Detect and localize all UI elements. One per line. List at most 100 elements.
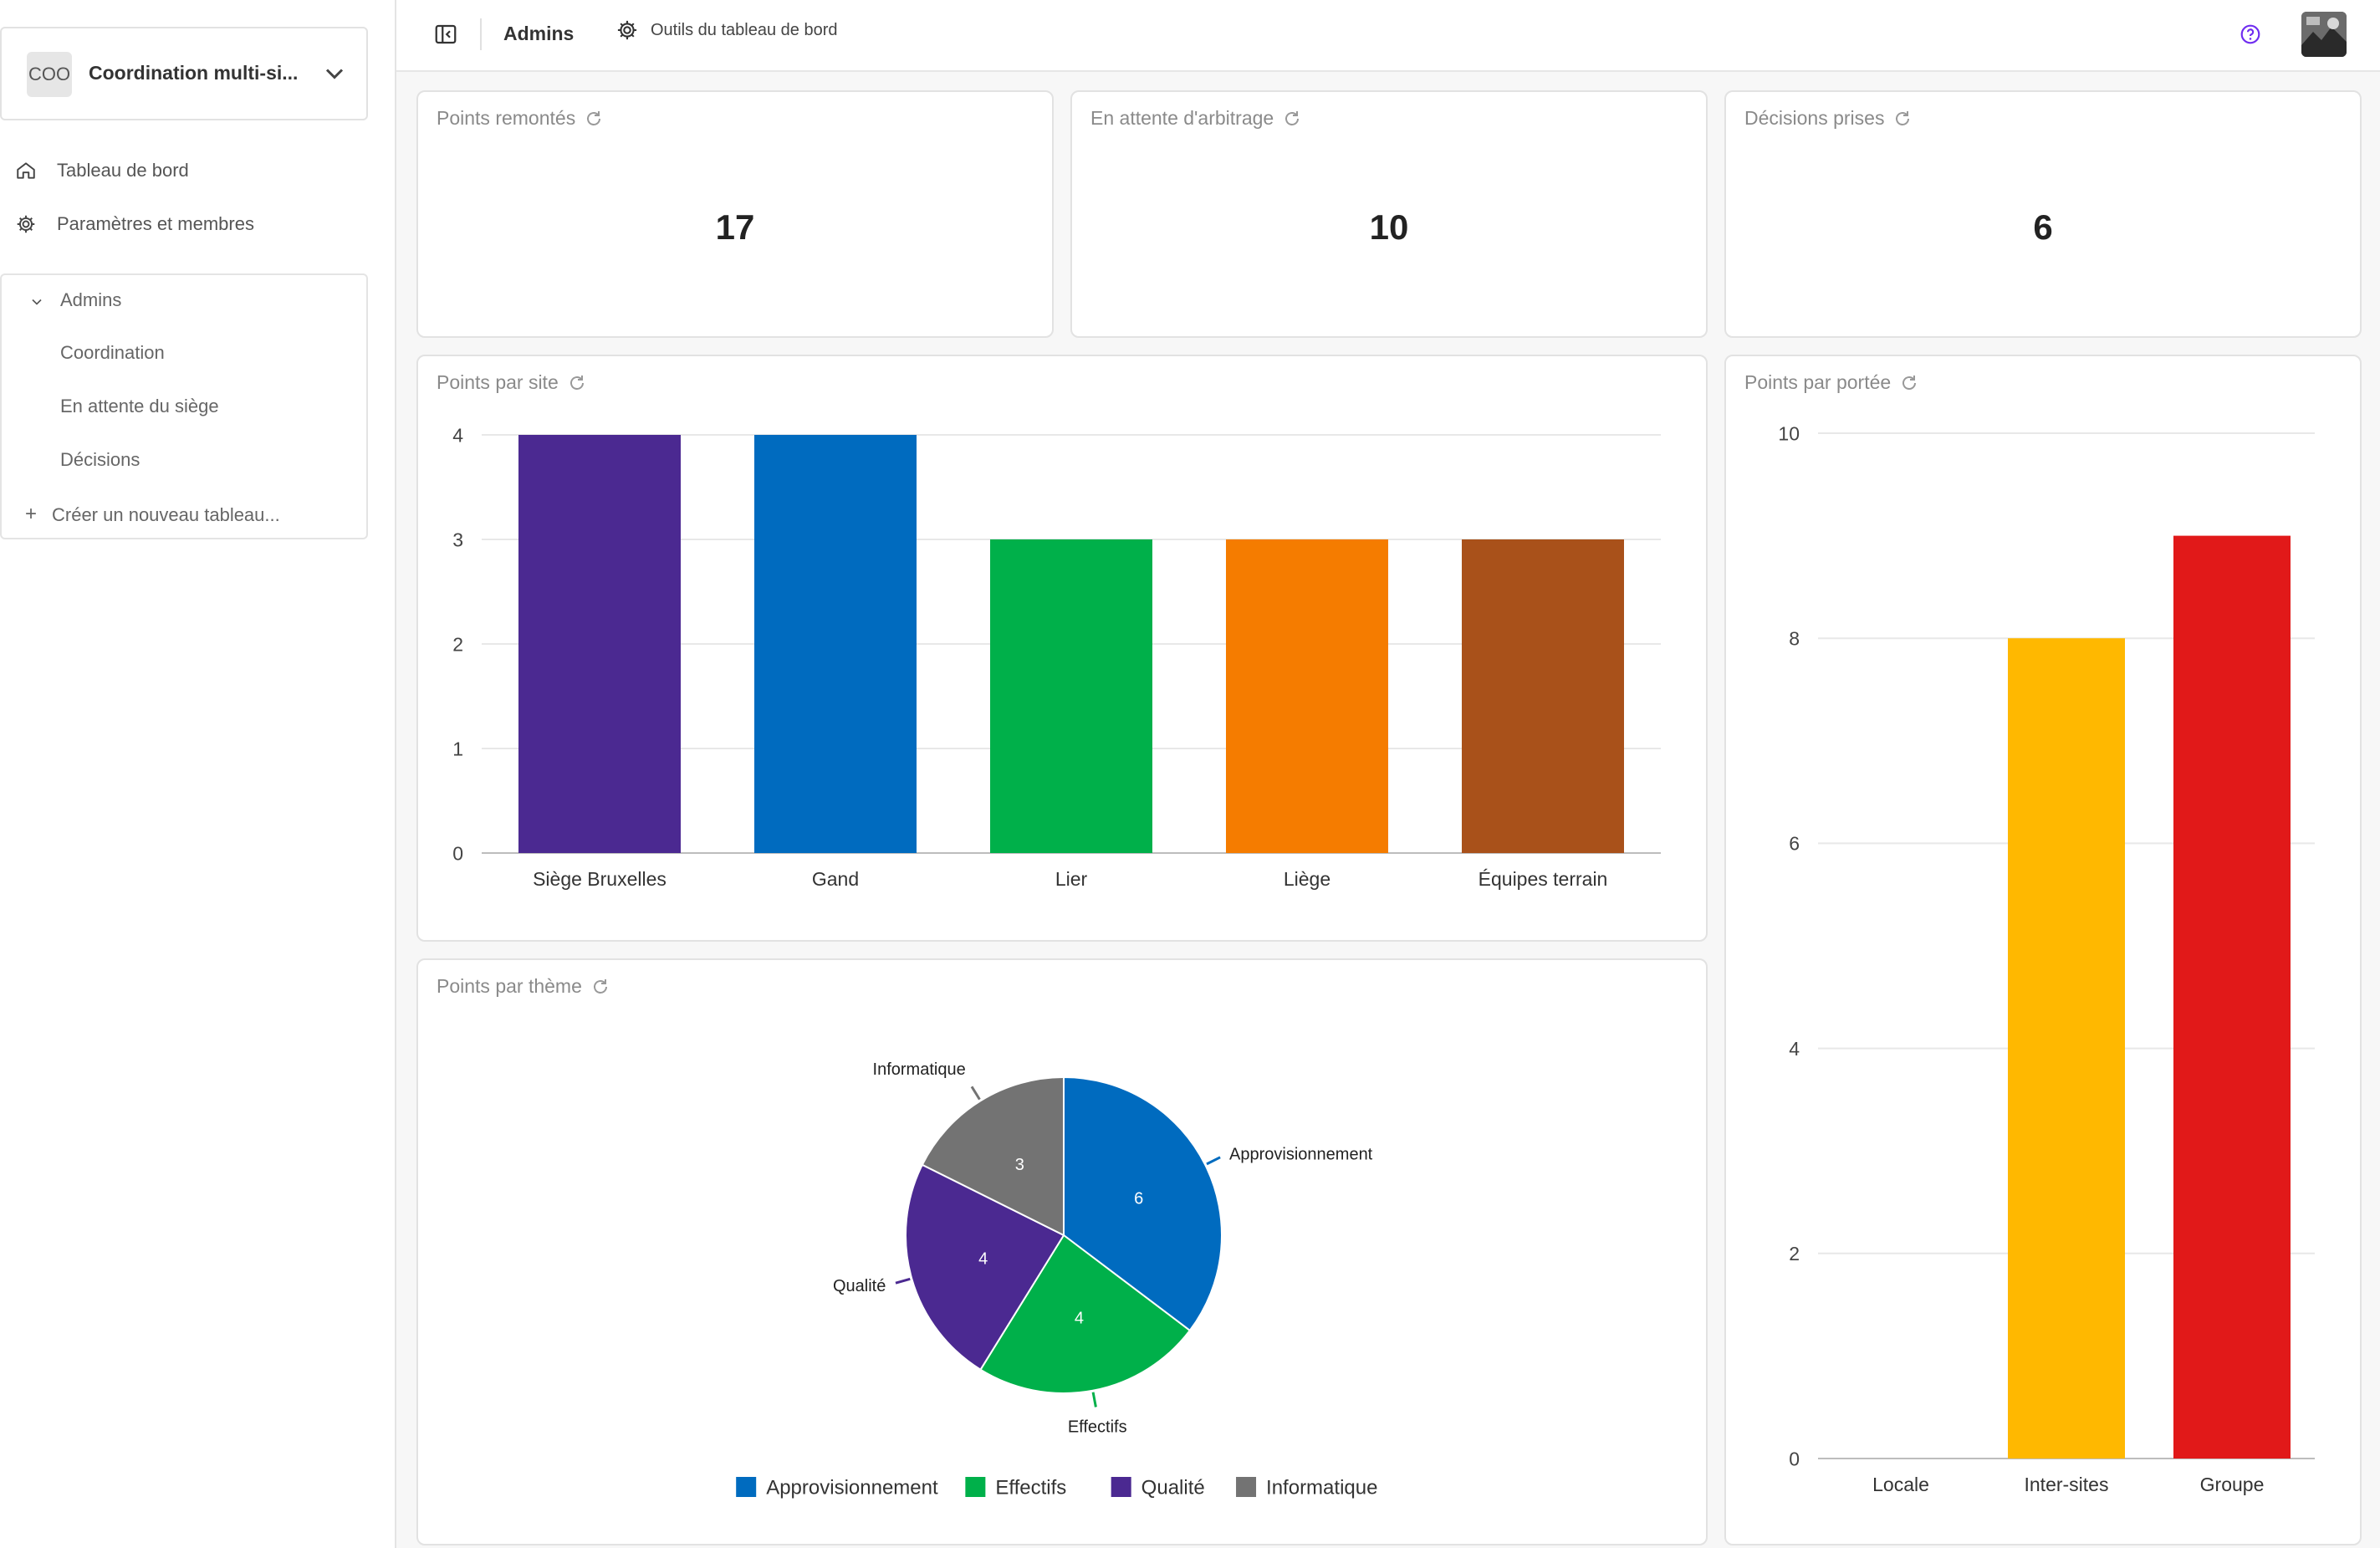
board-item[interactable]: Coordination <box>60 342 165 363</box>
leader-line <box>970 1086 981 1101</box>
bar <box>1226 539 1388 853</box>
group-label-admins[interactable]: Admins <box>60 289 122 310</box>
y-tick-label: 3 <box>452 529 463 550</box>
y-tick-label: 2 <box>452 633 463 655</box>
pie-slice <box>1063 1075 1223 1332</box>
nav-item-dashboard[interactable]: Tableau de bord <box>15 154 189 187</box>
x-tick-label: Liège <box>1284 868 1330 890</box>
board-group: Admins Coordination En attente du siège … <box>0 273 368 539</box>
y-tick-label: 4 <box>1789 1038 1800 1060</box>
plus-icon: + <box>25 503 38 525</box>
x-tick-label: Locale <box>1872 1474 1929 1495</box>
bar <box>518 435 681 853</box>
y-tick-label: 2 <box>1789 1243 1800 1264</box>
refresh-icon[interactable] <box>1892 109 1913 129</box>
kpi-value: 6 <box>2033 207 2053 247</box>
kpi-card: Points remontés 17 <box>416 90 1054 338</box>
kpi-title: En attente d'arbitrage <box>1090 107 1274 129</box>
divider <box>480 18 482 50</box>
y-tick-label: 8 <box>1789 627 1800 649</box>
refresh-icon[interactable] <box>567 373 587 393</box>
scope-bar-chart: 0 2 4 6 8 10 Locale Inter-sites Groupe <box>1778 422 2315 1495</box>
create-board-button[interactable]: Créer un nouveau tableau... <box>52 504 280 525</box>
nav-item-settings[interactable]: Paramètres et membres <box>15 207 254 241</box>
x-tick-label: Gand <box>812 868 859 890</box>
kpi-title: Décisions prises <box>1744 107 1885 129</box>
pie-slice <box>979 1234 1192 1394</box>
refresh-icon[interactable] <box>1282 109 1302 129</box>
leader-line <box>1091 1392 1097 1408</box>
slice-label: Informatique <box>873 1060 966 1079</box>
bar <box>754 435 917 853</box>
bar <box>2173 535 2291 1459</box>
gear-icon <box>617 20 637 40</box>
help-icon[interactable] <box>2240 23 2261 45</box>
avatar[interactable] <box>2301 12 2347 57</box>
leader-line <box>895 1277 911 1285</box>
nav-item-label: Paramètres et membres <box>57 213 254 234</box>
legend-label: Approvisionnement <box>766 1477 938 1499</box>
kpi-value: 17 <box>715 207 755 247</box>
x-tick-label: Groupe <box>2200 1474 2265 1495</box>
slice-value-label: 6 <box>1134 1189 1143 1208</box>
workspace-badge: COO <box>27 52 72 97</box>
slice-value-label: 4 <box>978 1249 988 1268</box>
workspace-name: Coordination multi-si... <box>89 62 299 84</box>
topbar: Admins Outils du tableau de bord <box>396 0 2380 72</box>
x-tick-label: Lier <box>1055 868 1088 890</box>
slice-label: Qualité <box>833 1277 886 1295</box>
chevron-down-icon <box>325 69 344 79</box>
legend-label: Effectifs <box>995 1477 1066 1499</box>
dashboard-tools-button[interactable]: Outils du tableau de bord <box>615 18 838 42</box>
kpi-card: Décisions prises 6 <box>1724 90 2362 338</box>
site-bar-chart: 0 1 2 3 4 Siège Bruxelles Gand Lier Liège Équipes… <box>452 424 1661 890</box>
home-icon <box>17 162 35 179</box>
y-tick-label: 4 <box>452 424 463 446</box>
y-tick-label: 0 <box>452 842 463 864</box>
y-tick-label: 0 <box>1789 1448 1800 1469</box>
board-item[interactable]: En attente du siège <box>60 396 219 416</box>
chart-title: Points par site <box>437 371 559 393</box>
chart-card-site: Points par site 0 1 2 3 4 Siège Bruxelles Gand… <box>416 355 1708 942</box>
legend-swatch <box>965 1477 986 1497</box>
kpi-title: Points remontés <box>437 107 576 129</box>
board-item[interactable]: Décisions <box>60 449 140 470</box>
leader-line <box>1206 1156 1221 1166</box>
legend-label: Qualité <box>1141 1477 1205 1499</box>
y-tick-label: 1 <box>452 738 463 759</box>
dashboard-tools-label: Outils du tableau de bord <box>651 20 838 39</box>
page-title: Admins <box>503 23 575 44</box>
sidebar-toggle-icon[interactable] <box>433 22 458 47</box>
gear-icon <box>17 215 35 233</box>
nav-item-label: Tableau de bord <box>57 160 189 181</box>
refresh-icon[interactable] <box>590 977 610 997</box>
legend-swatch <box>1236 1477 1257 1497</box>
bar <box>990 539 1152 853</box>
pie-slice <box>921 1075 1065 1237</box>
x-tick-label: Siège Bruxelles <box>533 868 667 890</box>
slice-value-label: 4 <box>1075 1309 1084 1327</box>
legend-label: Informatique <box>1266 1477 1377 1499</box>
y-tick-label: 6 <box>1789 833 1800 855</box>
legend-swatch <box>736 1477 757 1497</box>
refresh-icon[interactable] <box>1899 373 1919 393</box>
theme-pie-chart: 6 Approvisionnement 4 Effectifs 4 Qualité 3 Inf… <box>736 1060 1377 1499</box>
sidebar: COO Coordination multi-si... Tableau de … <box>0 0 396 1548</box>
slice-label: Effectifs <box>1068 1418 1127 1436</box>
y-tick-label: 10 <box>1778 422 1800 444</box>
chevron-down-icon[interactable] <box>28 294 45 310</box>
workspace-switcher[interactable]: COO Coordination multi-si... <box>0 27 368 120</box>
chart-title: Points par thème <box>437 975 582 997</box>
chart-card-theme: Points par thème 6 Approvisionnement 4 Effe… <box>416 958 1708 1545</box>
x-tick-label: Équipes terrain <box>1479 868 1608 890</box>
chart-title: Points par portée <box>1744 371 1892 393</box>
legend-swatch <box>1111 1477 1131 1497</box>
slice-label: Approvisionnement <box>1229 1145 1373 1163</box>
slice-value-label: 3 <box>1015 1156 1024 1174</box>
kpi-value: 10 <box>1369 207 1409 247</box>
chart-card-scope: Points par portée 0 2 4 6 8 10 Locale Inter-sit… <box>1724 355 2362 1545</box>
bar <box>1462 539 1624 853</box>
refresh-icon[interactable] <box>584 109 604 129</box>
bar <box>2008 638 2125 1459</box>
x-tick-label: Inter-sites <box>2025 1474 2109 1495</box>
